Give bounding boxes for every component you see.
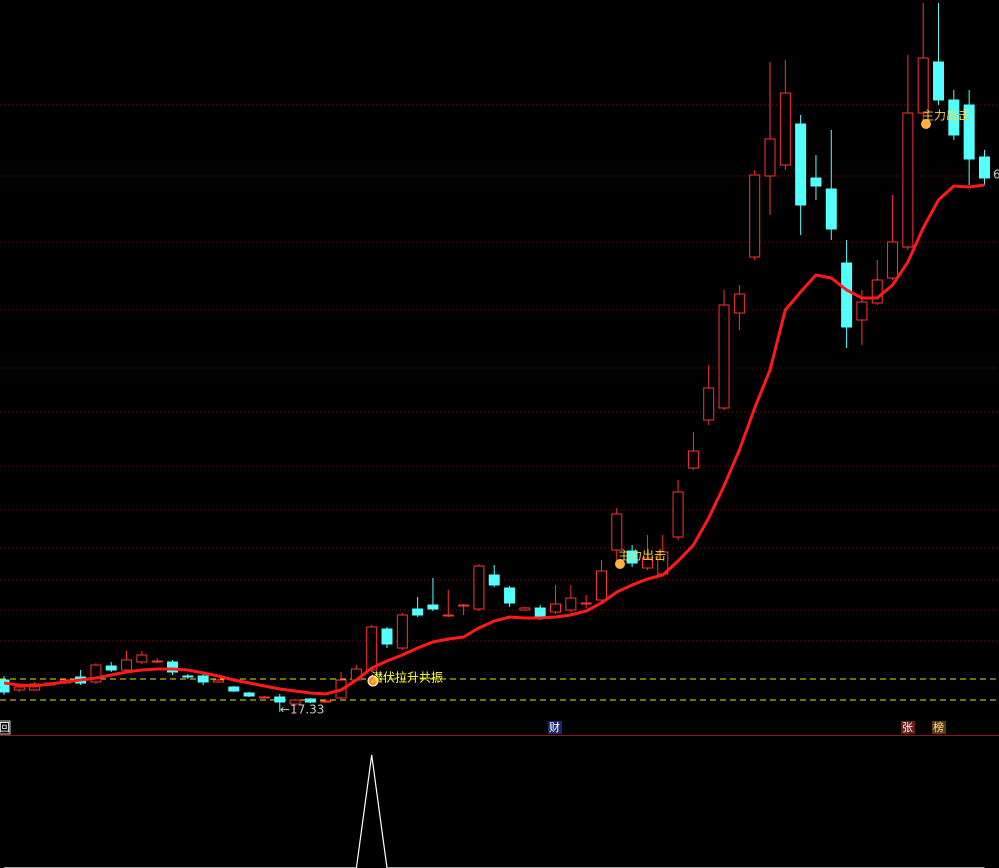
marker: 张 — [902, 721, 913, 734]
candle-body — [718, 304, 730, 409]
candle-body — [197, 675, 209, 683]
candle-body — [611, 513, 623, 551]
plot — [0, 3, 999, 868]
candle-body — [13, 686, 25, 691]
annotation: 潜伏拉升共振 — [371, 670, 443, 685]
candle-body — [779, 92, 791, 166]
candle-body — [366, 626, 378, 671]
candle-body — [672, 491, 684, 538]
candle-body — [825, 188, 837, 230]
candle-body — [289, 699, 301, 705]
candle-body — [396, 614, 408, 649]
indicator-line — [4, 754, 985, 868]
candle-body — [687, 450, 699, 469]
candle-body — [212, 679, 224, 683]
candle-body — [841, 262, 853, 328]
marker-box — [0, 720, 11, 735]
marker-box — [901, 721, 915, 734]
candle-body — [764, 138, 776, 177]
candle-body — [488, 574, 500, 586]
hand-icon — [615, 559, 625, 569]
candle-body — [565, 597, 577, 611]
candle-body — [243, 692, 255, 697]
marker: 回 — [0, 721, 10, 734]
candle-body — [412, 608, 424, 616]
candle-body — [856, 301, 868, 321]
candle-body — [749, 174, 761, 258]
candle-body — [917, 57, 929, 114]
marker: 榜 — [933, 720, 944, 734]
candle-body — [258, 696, 270, 699]
candle-body — [151, 660, 163, 663]
candle-body — [948, 99, 960, 136]
candle-body — [733, 293, 745, 314]
candle-body — [136, 654, 148, 663]
candle-body — [902, 112, 914, 248]
candle-body — [228, 686, 240, 692]
candle-body — [427, 604, 439, 610]
annotation: 主力出击 — [922, 109, 970, 123]
candle-body — [442, 614, 454, 617]
marker-box — [548, 721, 562, 734]
candle-body — [304, 698, 316, 703]
candle-body — [182, 675, 194, 678]
candle-body — [90, 664, 102, 683]
candle-body — [121, 659, 133, 671]
candle-body — [519, 607, 531, 611]
candle-body — [795, 123, 807, 206]
candle-body — [978, 156, 990, 179]
candle-body — [595, 570, 607, 601]
candle-body — [105, 665, 117, 671]
moving-average — [3, 183, 985, 696]
candle-body — [641, 557, 653, 569]
signal-icon — [367, 675, 379, 687]
candle-body — [320, 700, 332, 703]
candle-body — [504, 587, 516, 604]
candle-body — [963, 104, 975, 160]
hand-icon — [921, 119, 931, 129]
candle-body — [933, 61, 945, 101]
marker-box — [932, 721, 946, 734]
candle-body — [0, 679, 10, 693]
candle-body — [580, 602, 592, 605]
candle-body — [887, 241, 899, 279]
candle-body — [626, 550, 638, 564]
candle-body — [871, 279, 883, 304]
low-label: ←17.33 — [280, 703, 324, 717]
candle-body — [703, 387, 715, 421]
candle-body — [274, 696, 286, 703]
annotation: 主力出击 — [618, 549, 666, 563]
price-label: 6 — [993, 168, 999, 182]
candle-body — [810, 177, 822, 187]
candle-body — [381, 628, 393, 645]
marker: 财 — [549, 720, 560, 734]
grid — [0, 104, 999, 642]
candle-body — [458, 604, 470, 607]
candle-body — [473, 565, 485, 610]
candle-body — [167, 661, 179, 673]
candle-body — [550, 603, 562, 613]
